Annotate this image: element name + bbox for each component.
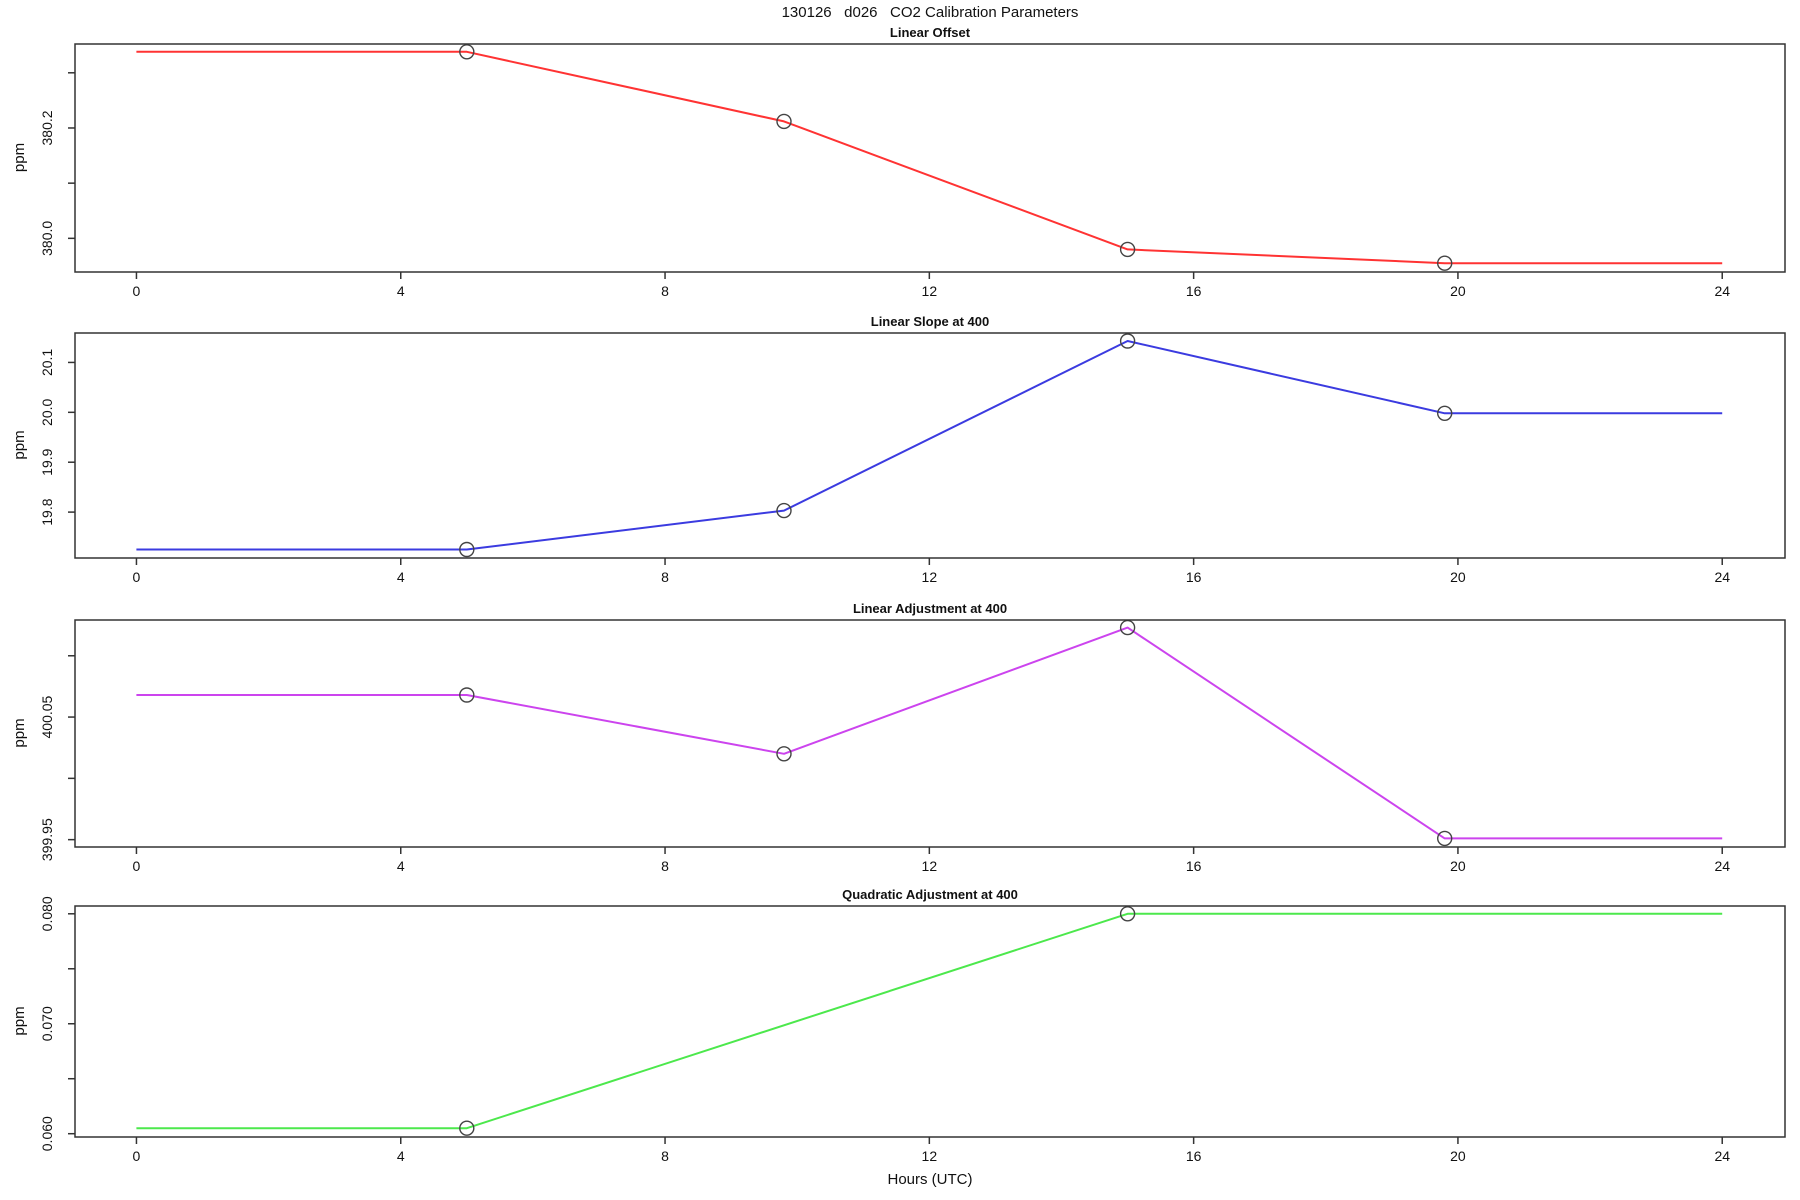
x-tick-label: 24 (1714, 283, 1730, 299)
panel-title-linear-adjustment: Linear Adjustment at 400 (852, 601, 1008, 616)
y-tick-label: 20.1 (39, 349, 55, 376)
y-tick-label: 380.2 (39, 110, 55, 145)
plot-box (74, 43, 1786, 273)
y-tick-label: 399.95 (39, 818, 55, 861)
x-tick-label: 24 (1714, 569, 1730, 585)
x-tick-label: 4 (397, 569, 405, 585)
page-title: 130126 d026 CO2 Calibration Parameters (781, 4, 1079, 21)
x-axis-label: Hours (UTC) (887, 1171, 973, 1188)
data-point-marker (1119, 333, 1136, 349)
data-point-marker (1436, 405, 1453, 422)
x-tick-label: 0 (133, 1148, 141, 1164)
y-axis-label: ppm (11, 1006, 28, 1035)
y-tick-label: 20.0 (39, 398, 55, 425)
x-tick-label: 16 (1186, 858, 1202, 874)
x-tick-label: 16 (1186, 569, 1202, 585)
y-tick-label: 19.9 (39, 448, 55, 475)
x-tick-label: 16 (1186, 1148, 1202, 1164)
x-tick-label: 12 (922, 1148, 938, 1164)
y-axis-label: ppm (11, 143, 28, 172)
panel-plot-linear-slope: 0 4 8 12 16 20 24 19.8 19.9 20.0 20.1 ppm (11, 332, 1786, 585)
data-line (136, 626, 1723, 840)
data-point-marker (1436, 255, 1453, 271)
plot-box (74, 905, 1786, 1138)
x-tick-label: 0 (133, 858, 141, 874)
y-tick-label: 0.070 (39, 1006, 55, 1041)
x-tick-label: 20 (1450, 569, 1466, 585)
data-point-marker (459, 1120, 475, 1136)
x-tick-label: 8 (661, 283, 669, 299)
data-point-marker (776, 113, 792, 130)
data-point-marker (776, 746, 792, 762)
data-point-marker (1119, 241, 1136, 258)
panel-plot-linear-offset: 0 4 8 12 16 20 24 380.0 380.2 ppm (11, 43, 1786, 299)
data-point-marker (459, 541, 475, 558)
data-line (136, 340, 1723, 551)
panel-title-quadratic-adjustment: Quadratic Adjustment at 400 (842, 887, 1018, 902)
x-tick-label: 20 (1450, 283, 1466, 299)
y-tick-label: 0.060 (39, 1116, 55, 1151)
y-axis-label: ppm (11, 430, 28, 459)
y-tick-label: 400.05 (39, 695, 55, 738)
x-tick-label: 4 (397, 858, 405, 874)
data-point-marker (776, 502, 792, 519)
x-tick-label: 20 (1450, 1148, 1466, 1164)
y-axis-label: ppm (11, 718, 28, 747)
data-line (136, 912, 1723, 1130)
x-tick-label: 0 (133, 569, 141, 585)
x-tick-label: 8 (661, 569, 669, 585)
x-tick-label: 12 (922, 858, 938, 874)
panel-plot-linear-adjustment: 0 4 8 12 16 20 24 399.95 400.05 ppm (11, 619, 1786, 874)
data-point-marker (459, 44, 475, 60)
panel-plot-quadratic-adjustment: 0 4 8 12 16 20 24 0.060 0.070 0.080 ppm (11, 896, 1786, 1164)
x-tick-label: 8 (661, 858, 669, 874)
y-tick-label: 19.8 (39, 498, 55, 525)
x-tick-label: 20 (1450, 858, 1466, 874)
panel-title-linear-offset: Linear Offset (889, 25, 971, 40)
y-tick-label: 380.0 (39, 221, 55, 256)
plot-box (74, 332, 1786, 559)
data-point-marker (459, 687, 475, 703)
y-tick-label: 0.080 (39, 896, 55, 931)
x-tick-label: 12 (922, 569, 938, 585)
panel-title-linear-slope: Linear Slope at 400 (870, 314, 990, 329)
x-tick-label: 8 (661, 1148, 669, 1164)
data-point-marker (1119, 906, 1136, 922)
x-tick-label: 24 (1714, 858, 1730, 874)
data-point-marker (1436, 830, 1453, 847)
x-tick-label: 4 (397, 1148, 405, 1164)
x-tick-label: 0 (133, 283, 141, 299)
x-tick-label: 16 (1186, 283, 1202, 299)
x-tick-label: 12 (922, 283, 938, 299)
data-line (136, 50, 1723, 265)
plot-box (74, 619, 1786, 848)
x-tick-label: 24 (1714, 1148, 1730, 1164)
x-tick-label: 4 (397, 283, 405, 299)
